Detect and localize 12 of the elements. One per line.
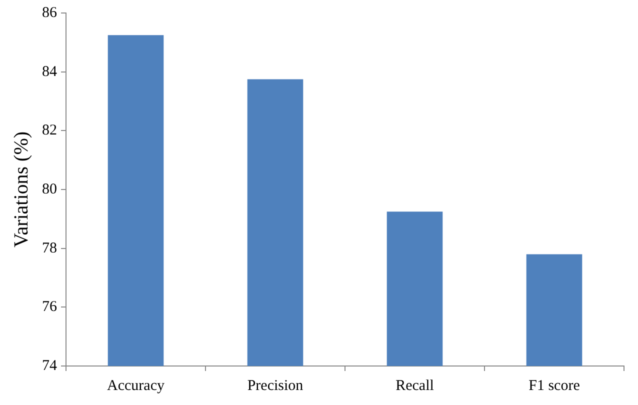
- y-axis-title: Variations (%): [10, 131, 32, 248]
- y-tick-label: 84: [42, 64, 58, 80]
- x-tick-label: Accuracy: [107, 378, 165, 394]
- y-tick-label: 86: [42, 4, 58, 21]
- y-tick-label: 80: [42, 181, 57, 198]
- y-tick-label: 74: [42, 358, 58, 374]
- y-tick-label: 76: [42, 299, 58, 316]
- y-tick-label: 82: [42, 122, 57, 139]
- x-tick-label: Recall: [396, 378, 434, 394]
- x-tick-label: F1 score: [528, 378, 580, 394]
- y-tick-label: 78: [42, 240, 57, 256]
- x-tick-label: Precision: [247, 378, 304, 394]
